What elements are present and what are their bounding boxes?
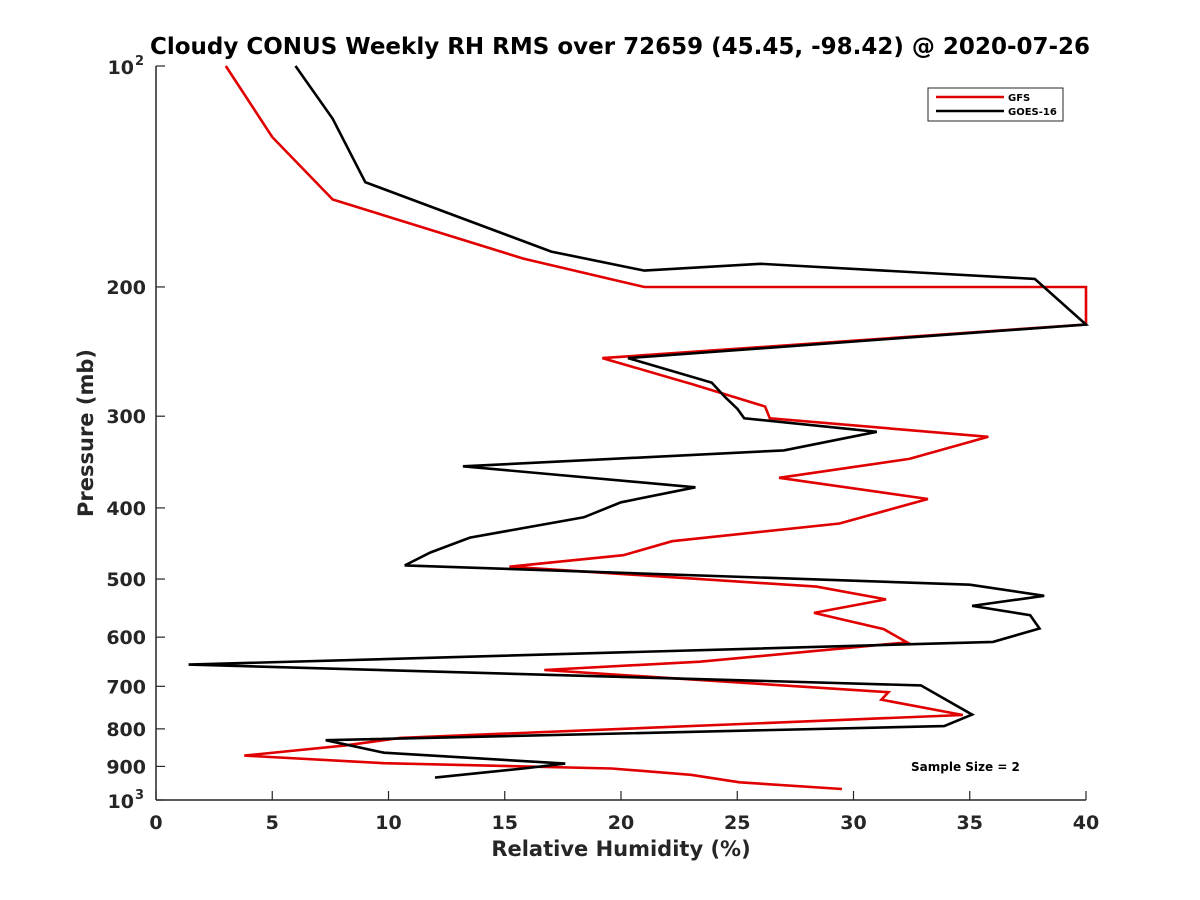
x-tick-label: 10: [375, 812, 401, 834]
y-tick-label: 10: [108, 791, 134, 813]
x-tick-label: 35: [957, 812, 983, 834]
legend: GFS GOES-16: [927, 87, 1064, 122]
y-tick-label: 400: [106, 498, 146, 520]
x-tick-label: 40: [1073, 812, 1099, 834]
legend-box: [927, 87, 1064, 122]
y-tick-exponent: 3: [135, 788, 144, 803]
sample-size-annotation: Sample Size = 2: [911, 760, 1020, 774]
y-tick-exponent: 2: [135, 54, 144, 69]
legend-label-gfs: GFS: [1008, 93, 1030, 104]
x-axis-ticks: 0 5 10 15 20 25 30 35 40: [149, 791, 1099, 834]
y-tick-label: 600: [106, 627, 146, 649]
series-line-gfs: [224, 65, 1088, 791]
y-tick-label: 10: [108, 57, 134, 79]
x-axis-label: Relative Humidity (%): [491, 837, 750, 861]
x-tick-label: 30: [840, 812, 866, 834]
y-tick-label: 300: [106, 406, 146, 428]
y-tick-label: 200: [106, 277, 146, 299]
x-tick-label: 20: [608, 812, 634, 834]
series-line-goes16: [188, 65, 1090, 779]
x-tick-label: 25: [724, 812, 750, 834]
y-tick-label: 500: [106, 569, 146, 591]
x-tick-label: 15: [492, 812, 518, 834]
y-tick-label: 900: [106, 756, 146, 778]
y-tick-label: 700: [106, 676, 146, 698]
y-axis-label: Pressure (mb): [74, 349, 98, 517]
y-tick-label: 800: [106, 719, 146, 741]
series-layer: [188, 65, 1090, 791]
legend-label-goes16: GOES-16: [1008, 107, 1057, 118]
x-tick-label: 0: [149, 812, 162, 834]
chart-title: Cloudy CONUS Weekly RH RMS over 72659 (4…: [150, 34, 1090, 60]
x-tick-label: 5: [266, 812, 279, 834]
